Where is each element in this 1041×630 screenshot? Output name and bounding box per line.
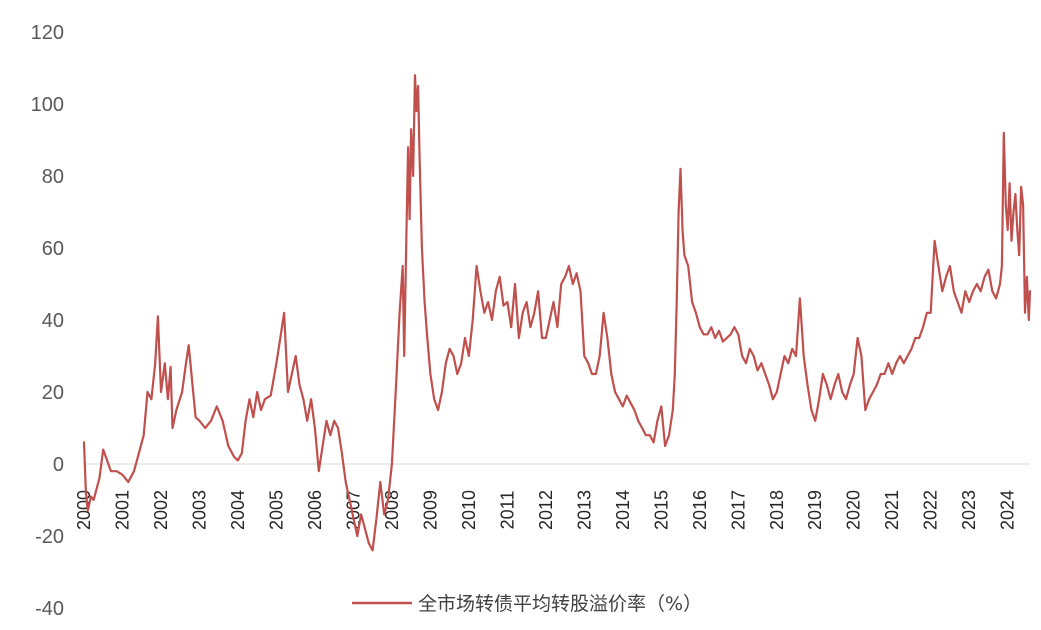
x-tick-label: 2004 <box>228 490 248 530</box>
x-tick-label: 2005 <box>266 490 286 530</box>
x-tick-label: 2007 <box>343 490 363 530</box>
x-tick-label: 2002 <box>151 490 171 530</box>
x-tick-label: 2020 <box>844 490 864 530</box>
x-tick-label: 2000 <box>74 490 94 530</box>
x-tick-label: 2024 <box>998 490 1018 530</box>
x-tick-label: 2018 <box>767 490 787 530</box>
y-axis: 120 100 80 60 40 20 0 -20 -40 <box>31 22 64 620</box>
x-tick-label: 2011 <box>497 491 517 530</box>
y-tick-label: 0 <box>53 454 64 476</box>
x-tick-label: 2012 <box>536 490 556 530</box>
x-tick-label: 2013 <box>574 490 594 530</box>
x-tick-label: 2014 <box>613 490 633 530</box>
plot-area <box>82 74 1032 552</box>
x-tick-label: 2009 <box>420 490 440 530</box>
x-tick-label: 2017 <box>728 490 748 530</box>
y-tick-label: 120 <box>31 22 64 44</box>
x-tick-label: 2021 <box>882 490 902 530</box>
y-tick-label: 80 <box>42 166 64 188</box>
x-tick-label: 2010 <box>459 490 479 530</box>
x-axis: 2000 2001 2002 2003 2004 2005 2006 2007 2008 2009… <box>74 463 1030 530</box>
x-tick-label: 2003 <box>189 490 209 530</box>
y-tick-label: 60 <box>42 238 64 260</box>
y-tick-label: 20 <box>42 382 64 404</box>
x-tick-label: 2016 <box>690 490 710 530</box>
y-tick-label: -40 <box>35 598 64 620</box>
legend-label: 全市场转债平均转股溢价率（%） <box>418 593 702 615</box>
y-tick-label: 40 <box>42 310 64 332</box>
x-tick-label: 2001 <box>112 490 132 530</box>
x-tick-label: 2019 <box>805 490 825 530</box>
x-tick-label: 2006 <box>305 490 325 530</box>
y-tick-label: 100 <box>31 94 64 116</box>
y-tick-label: -20 <box>35 526 64 548</box>
x-tick-label: 2022 <box>921 490 941 530</box>
series-line <box>82 74 1032 552</box>
x-tick-label: 2015 <box>651 490 671 530</box>
x-tick-label: 2023 <box>959 490 979 530</box>
legend: 全市场转债平均转股溢价率（%） <box>352 593 702 615</box>
